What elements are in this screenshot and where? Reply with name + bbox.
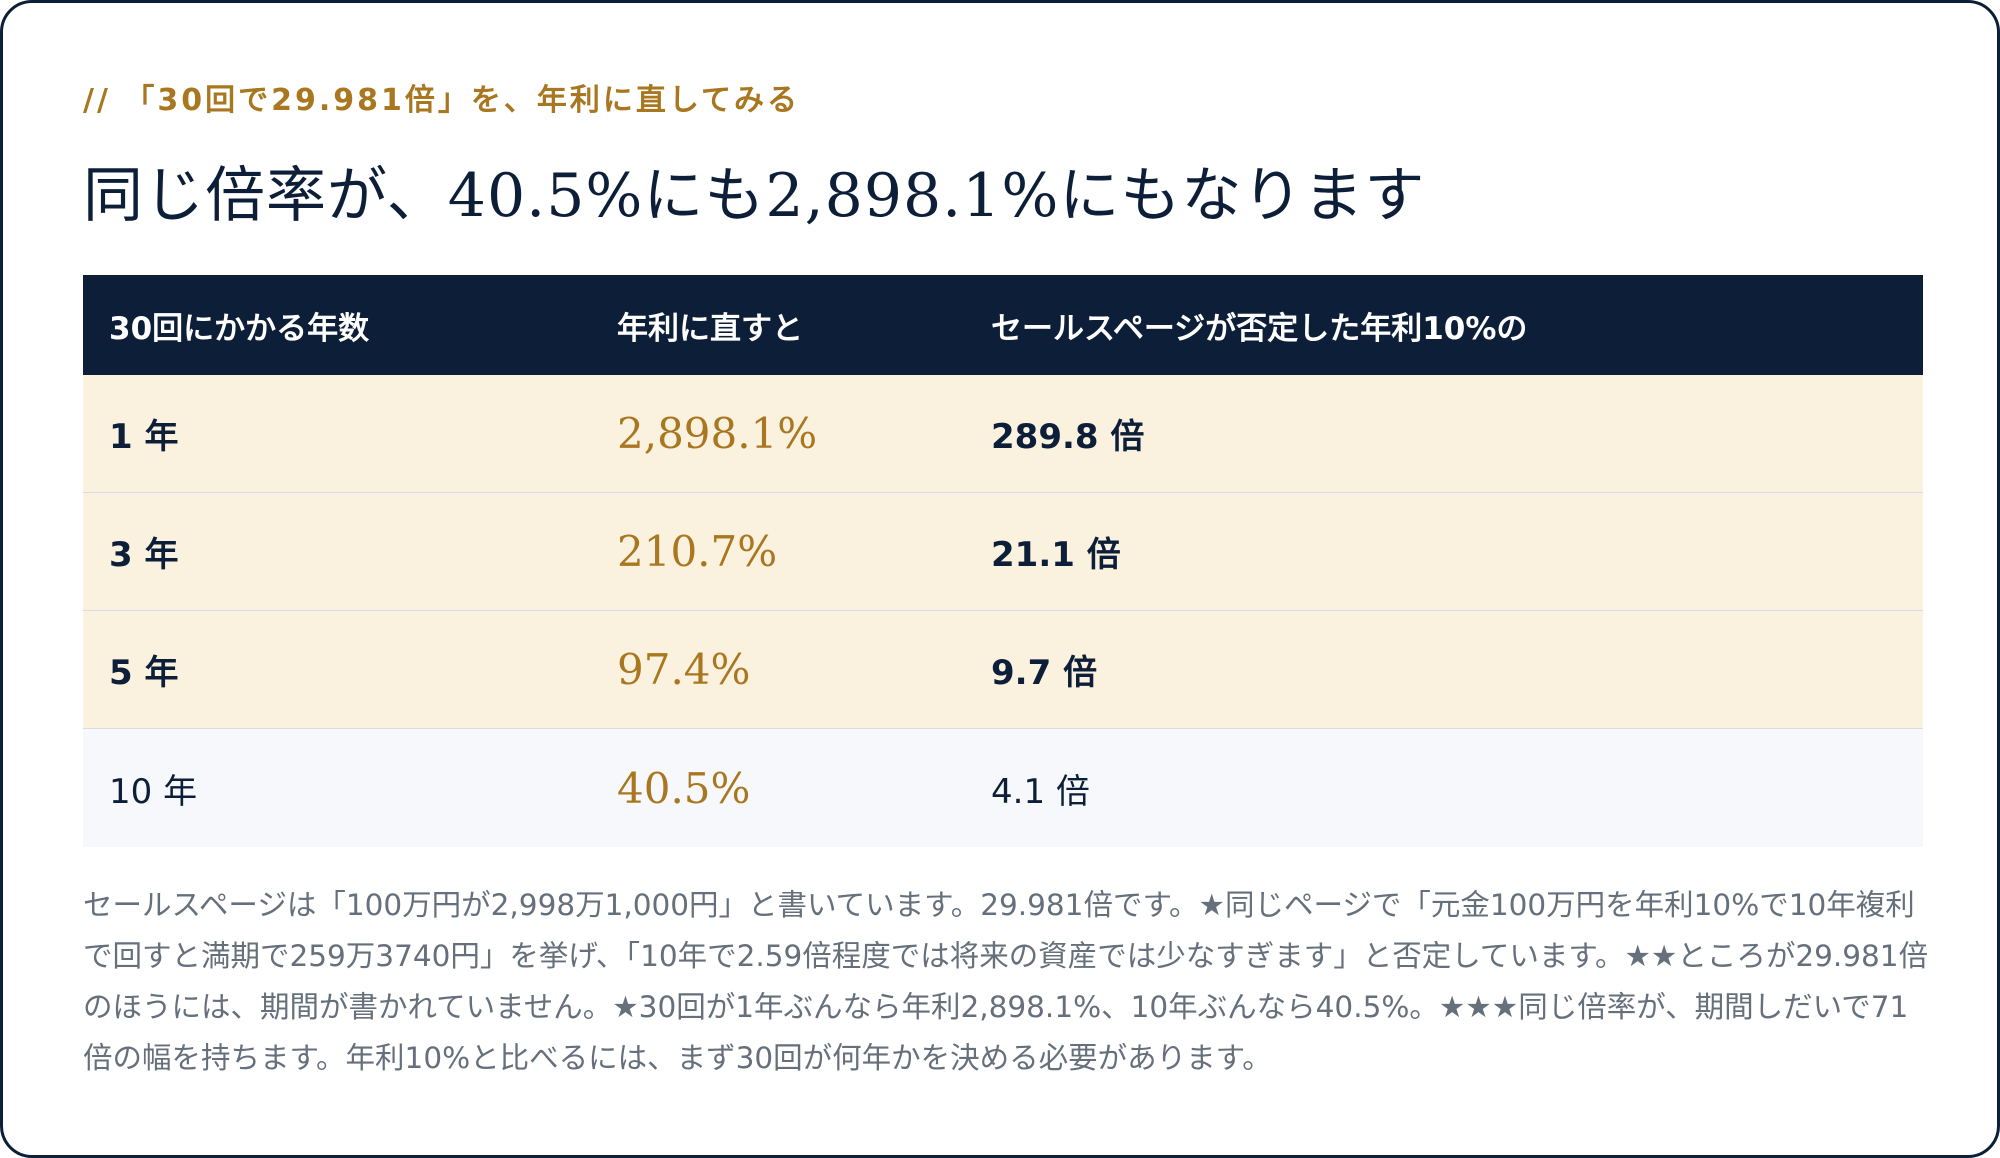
cell-multiple: 289.8 倍 xyxy=(991,417,1145,457)
table-row: 3 年 210.7% 21.1 倍 xyxy=(83,493,1923,611)
cell-annual-rate: 40.5% xyxy=(617,763,751,813)
header-years: 30回にかかる年数 xyxy=(109,310,370,347)
cell-annual-rate: 2,898.1% xyxy=(617,409,818,458)
cell-multiple: 21.1 倍 xyxy=(991,535,1121,575)
cell-multiple: 9.7 倍 xyxy=(991,653,1098,693)
cell-annual-rate: 210.7% xyxy=(617,527,778,576)
cell-multiple: 4.1 倍 xyxy=(991,771,1090,812)
header-annual-rate: 年利に直すと xyxy=(617,310,803,347)
table-header: 30回にかかる年数 年利に直すと セールスページが否定した年利10%の xyxy=(83,275,1923,375)
explanation-note: セールスページは「100万円が2,998万1,000円」と書いています。29.9… xyxy=(83,888,1929,1075)
cell-years: 3 年 xyxy=(109,535,179,575)
table-row: 5 年 97.4% 9.7 倍 xyxy=(83,611,1923,729)
section-eyebrow: // 「30回で29.981倍」を、年利に直してみる xyxy=(83,83,800,118)
table-row: 1 年 2,898.1% 289.8 倍 xyxy=(83,375,1923,493)
page-title: 同じ倍率が、40.5%にも2,898.1%にもなります xyxy=(83,161,1426,231)
cell-years: 10 年 xyxy=(109,771,198,812)
cell-years: 5 年 xyxy=(109,653,179,693)
cell-annual-rate: 97.4% xyxy=(617,645,751,694)
cell-years: 1 年 xyxy=(109,417,179,457)
conversion-table: 30回にかかる年数 年利に直すと セールスページが否定した年利10%の 1 年 … xyxy=(83,275,1923,847)
table-row: 10 年 40.5% 4.1 倍 xyxy=(83,729,1923,847)
header-multiple: セールスページが否定した年利10%の xyxy=(991,310,1528,347)
